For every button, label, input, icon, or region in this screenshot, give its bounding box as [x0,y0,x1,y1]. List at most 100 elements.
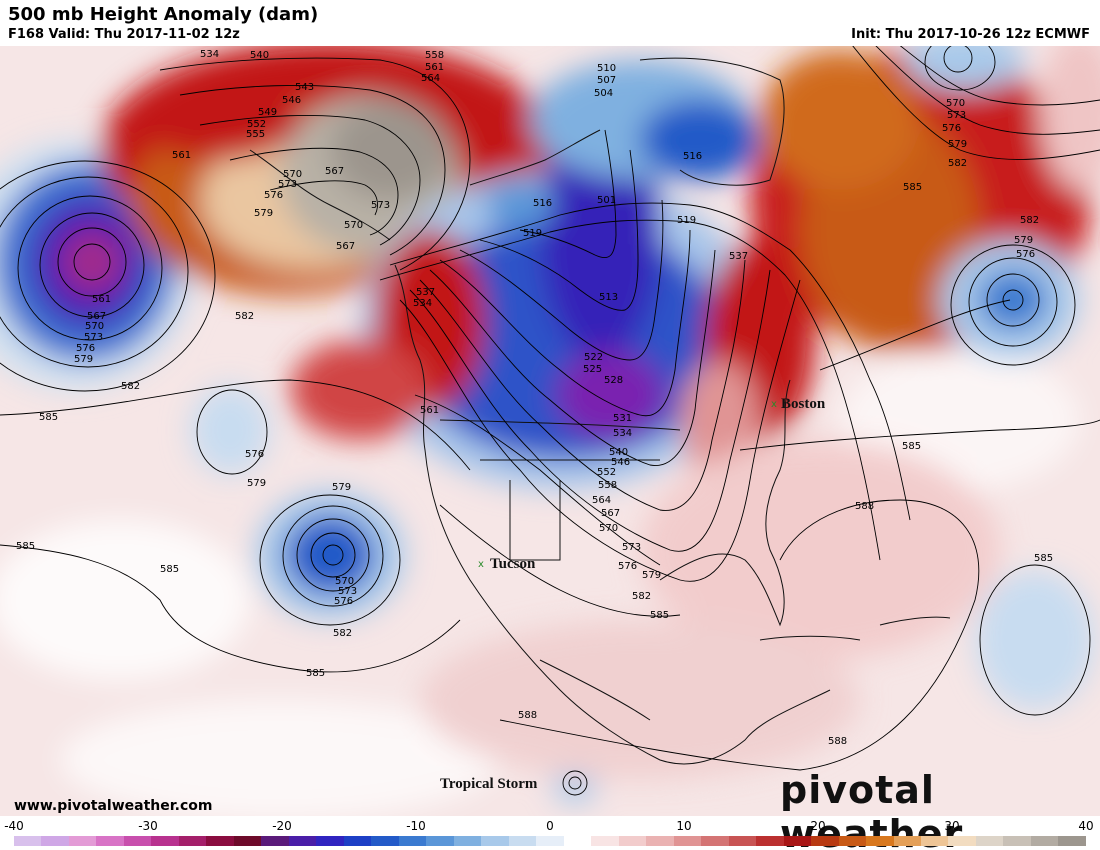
contour-label: 579 [254,208,273,219]
contour-label: 519 [523,228,542,239]
colorbar-segment [371,836,399,846]
contour-label: 573 [947,110,966,121]
contour-label: 558 [598,480,617,491]
colorbar-segment [920,836,949,846]
colorbar-tick-label: 20 [810,819,826,833]
colorbar-segment [151,836,179,846]
colorbar-segment [481,836,509,846]
contour-label: 585 [1034,553,1053,564]
contour-label: 573 [371,200,390,211]
contour-label: 561 [425,62,444,73]
contour-label: 546 [611,457,630,468]
colorbar-segment [646,836,674,846]
colorbar-segment [893,836,921,846]
contour-label: 582 [235,311,254,322]
colorbar-segment [96,836,124,846]
colorbar-segment [68,836,97,846]
contour-label: 585 [902,441,921,452]
contour-label: 588 [518,710,537,721]
colorbar-segment [591,836,619,846]
colorbar [14,836,1086,846]
contour-label: 579 [948,139,967,150]
height-contours [0,46,1100,796]
contour-label: 570 [344,220,363,231]
colorbar-segment [288,836,317,846]
colorbar-segment [1003,836,1031,846]
contour-label: 561 [92,294,111,305]
contour-label: 537 [729,251,748,262]
colorbar-segment [948,836,976,846]
contour-label: 582 [333,628,352,639]
website-label: www.pivotalweather.com [14,798,213,814]
colorbar-segment [838,836,867,846]
contour-label: 576 [264,190,283,201]
contour-label: 528 [604,375,623,386]
contour-label: 567 [325,166,344,177]
contour-label: 507 [597,75,616,86]
colorbar-segment [123,836,152,846]
contour-label: 510 [597,63,616,74]
colorbar-segment [728,836,757,846]
contour-label: 576 [245,449,264,460]
colorbar-segment [206,836,234,846]
contour-label: 579 [642,570,661,581]
contour-label: 522 [584,352,603,363]
contour-label: 576 [76,343,95,354]
contour-label: 579 [247,478,266,489]
city-tucson: x Tucson [478,556,536,572]
contour-label: 567 [601,508,620,519]
map-title: 500 mb Height Anomaly (dam) [8,4,319,25]
header: 500 mb Height Anomaly (dam) F168 Valid: … [0,0,1100,46]
colorbar-segment [233,836,262,846]
contour-label: 525 [583,364,602,375]
colorbar-segment [316,836,344,846]
colorbar-segment [563,836,592,846]
tucson-label: Tucson [490,556,536,572]
contour-label: 585 [160,564,179,575]
tropical-storm-label: Tropical Storm [440,776,538,792]
contour-label: 585 [16,541,35,552]
contour-label: 513 [599,292,618,303]
colorbar-segment [508,836,537,846]
contour-label: 546 [282,95,301,106]
colorbar-segment [14,836,42,846]
contour-label: 531 [613,413,632,424]
colorbar-segment [261,836,289,846]
contour-label: 543 [295,82,314,93]
contour-label: 516 [533,198,552,209]
colorbar-segment [41,836,69,846]
contour-label: 579 [1014,235,1033,246]
contour-label: 582 [948,158,967,169]
contour-label: 579 [332,482,351,493]
contour-label: 561 [172,150,191,161]
colorbar-segment [618,836,647,846]
height-anomaly-map: 534 540 543 546 549 552 555 558 561 564 … [0,46,1100,816]
contour-label: 564 [421,73,440,84]
contour-label: 582 [121,381,140,392]
contour-label: 582 [632,591,651,602]
contour-label: 573 [84,332,103,343]
colorbar-tick-label: -20 [272,819,292,833]
contour-label: 537 [416,287,435,298]
colorbar-tick-label: 40 [1078,819,1094,833]
init-time: Init: Thu 2017-10-26 12z ECMWF [851,27,1090,42]
contour-label: 576 [618,561,637,572]
colorbar-segment [536,836,564,846]
contour-label: 573 [622,542,641,553]
contour-label: 504 [594,88,613,99]
contour-label: 567 [87,311,106,322]
contour-label: 540 [609,447,628,458]
contour-labels: 534 540 543 546 549 552 555 558 561 564 … [16,49,1053,747]
contour-label: 588 [828,736,847,747]
contour-label: 570 [599,523,618,534]
colorbar-segment [673,836,702,846]
contour-label: 534 [613,428,632,439]
colorbar-tick-label: 0 [546,819,554,833]
colorbar-segment [1030,836,1059,846]
colorbar-tick-label: 30 [944,819,960,833]
colorbar-segment [701,836,729,846]
contour-label: 516 [683,151,702,162]
contour-label: 570 [335,576,354,587]
colorbar-tick-label: -40 [4,819,24,833]
